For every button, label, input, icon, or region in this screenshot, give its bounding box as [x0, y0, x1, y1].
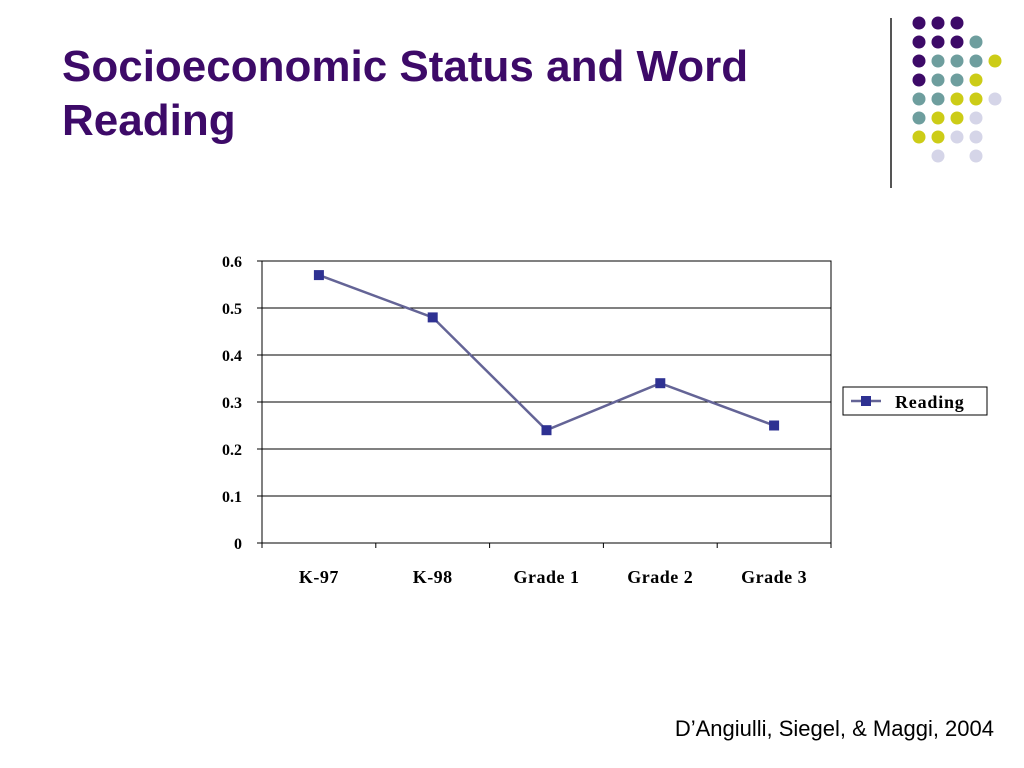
slide-title: Socioeconomic Status and Word Reading [62, 42, 749, 145]
legend-marker [861, 396, 871, 406]
data-point-marker [541, 425, 552, 436]
y-tick-label: 0.6 [222, 254, 242, 271]
x-axis: K-97 K-98 Grade 1 Grade 2 Grade 3 [261, 542, 832, 587]
y-tick-label: 0.1 [222, 489, 242, 506]
data-point-marker [655, 378, 666, 389]
legend-label: Reading [895, 392, 965, 412]
data-point-marker [313, 270, 324, 281]
x-tick-label: Grade 1 [514, 567, 580, 587]
vertical-divider [890, 18, 892, 188]
y-tick-label: 0.2 [222, 442, 242, 459]
y-tick-label: 0.3 [222, 395, 242, 412]
citation: D’Angiulli, Siegel, & Maggi, 2004 [674, 716, 994, 741]
x-tick-label: Grade 2 [627, 567, 693, 587]
y-tick-label: 0.5 [222, 301, 242, 318]
y-tick-label: 0.4 [222, 348, 242, 365]
y-axis: 0 0.1 0.2 0.3 0.4 0.5 0.6 [222, 254, 263, 553]
data-point-marker [427, 312, 438, 323]
series-layer [313, 270, 780, 436]
legend: Reading [842, 386, 988, 416]
data-point-marker [769, 420, 780, 431]
y-tick-label: 0 [234, 536, 242, 553]
x-tick-label: K-98 [413, 567, 453, 587]
gridlines [262, 260, 831, 497]
x-tick-label: K-97 [299, 567, 339, 587]
x-tick-label: Grade 3 [741, 567, 807, 587]
